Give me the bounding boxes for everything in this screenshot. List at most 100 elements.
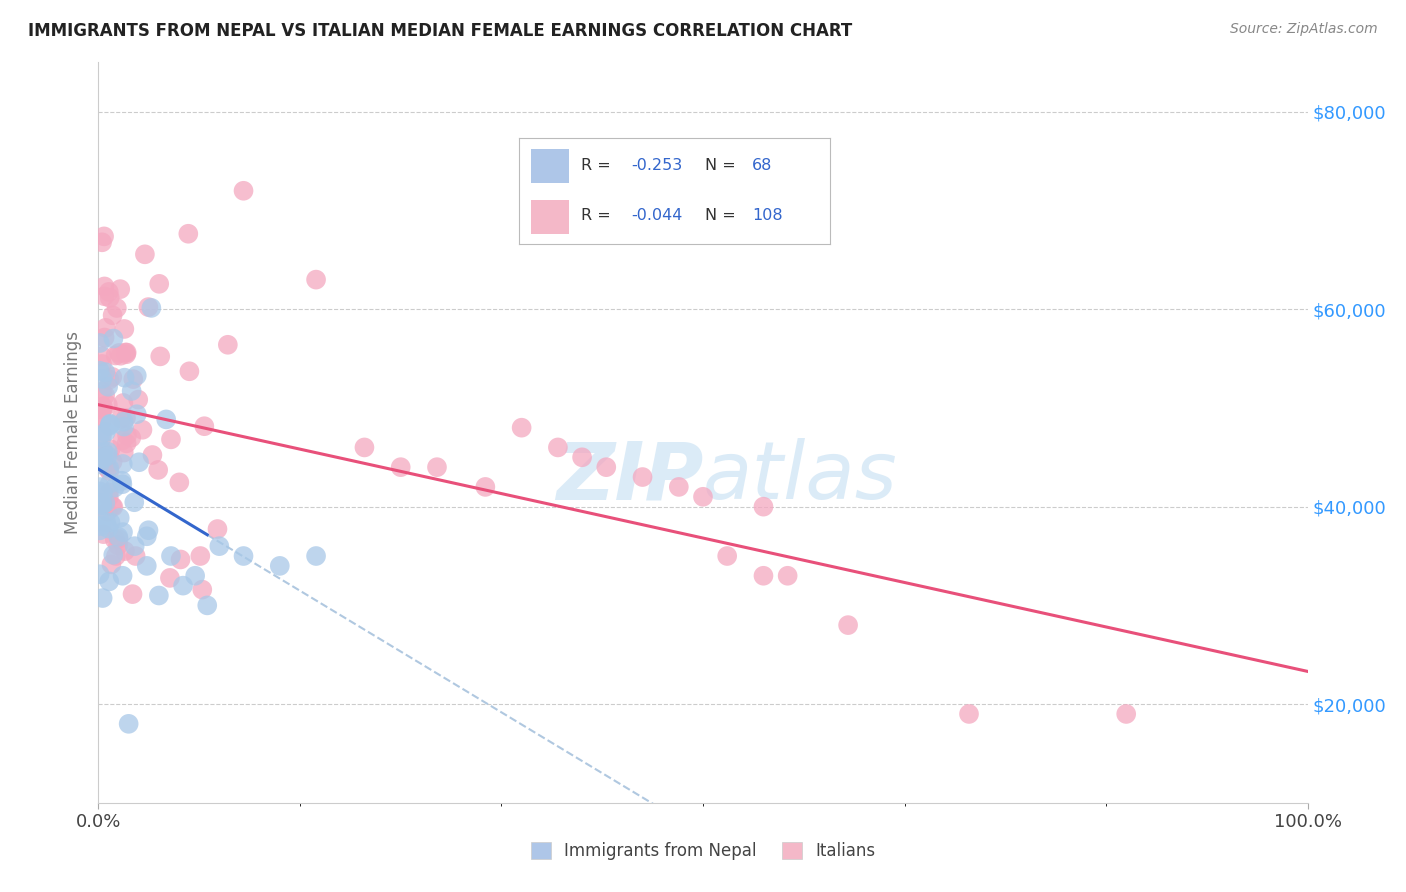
- Point: [752, 500, 775, 514]
- Point: [90, 498, 112, 512]
- Point: [96, 449, 118, 463]
- Point: [160, 549, 183, 563]
- Point: [120, 431, 142, 445]
- Point: [91, 235, 114, 250]
- Point: [98, 476, 121, 491]
- Point: [91, 410, 114, 425]
- Point: [188, 549, 211, 563]
- Point: [191, 582, 214, 597]
- Point: [111, 434, 134, 448]
- Point: [114, 370, 136, 384]
- Point: [107, 532, 129, 546]
- Point: [184, 568, 207, 582]
- Point: [101, 308, 124, 322]
- Point: [510, 420, 533, 434]
- Point: [155, 412, 177, 426]
- Point: [90, 430, 112, 444]
- Point: [104, 533, 127, 547]
- Point: [305, 549, 328, 563]
- Point: [100, 558, 122, 572]
- Point: [98, 373, 121, 387]
- Point: [135, 529, 157, 543]
- Point: [93, 330, 115, 344]
- Point: [353, 441, 375, 455]
- Point: [97, 398, 120, 412]
- Point: [111, 474, 134, 488]
- Point: [108, 511, 131, 525]
- Point: [101, 455, 124, 469]
- Point: [595, 460, 617, 475]
- Point: [93, 229, 115, 244]
- Point: [91, 384, 114, 399]
- Point: [269, 558, 291, 573]
- Point: [138, 523, 160, 537]
- Point: [112, 419, 135, 434]
- Point: [474, 480, 496, 494]
- Point: [104, 349, 127, 363]
- Point: [195, 599, 218, 613]
- Point: [96, 461, 118, 475]
- Point: [97, 380, 120, 394]
- Point: [118, 716, 141, 731]
- Point: [115, 347, 138, 361]
- Point: [148, 277, 170, 291]
- Point: [98, 417, 121, 431]
- FancyBboxPatch shape: [531, 149, 568, 183]
- Point: [91, 400, 114, 414]
- Point: [112, 396, 135, 410]
- Point: [90, 451, 112, 466]
- Point: [94, 425, 117, 439]
- Point: [115, 428, 138, 442]
- Point: [91, 452, 114, 467]
- Point: [91, 357, 114, 371]
- Point: [90, 519, 112, 533]
- Point: [98, 464, 121, 478]
- Point: [131, 423, 153, 437]
- Point: [115, 411, 138, 425]
- Point: [177, 227, 200, 241]
- Point: [104, 481, 127, 495]
- Point: [193, 419, 215, 434]
- Text: ZIP: ZIP: [555, 438, 703, 516]
- Point: [89, 513, 111, 527]
- Point: [105, 301, 128, 315]
- Point: [232, 549, 254, 563]
- Point: [97, 491, 120, 505]
- Point: [103, 500, 125, 514]
- Point: [128, 455, 150, 469]
- Text: N =: N =: [706, 208, 741, 223]
- Point: [169, 475, 191, 490]
- Point: [100, 442, 122, 457]
- Point: [89, 364, 111, 378]
- Point: [91, 498, 114, 512]
- Point: [122, 372, 145, 386]
- Point: [426, 460, 449, 475]
- Point: [98, 574, 121, 589]
- Point: [179, 364, 201, 378]
- Point: [101, 500, 124, 514]
- Text: -0.044: -0.044: [631, 208, 682, 223]
- Point: [114, 345, 136, 359]
- Point: [112, 445, 135, 459]
- Point: [776, 568, 799, 582]
- Point: [668, 480, 690, 494]
- Point: [124, 539, 146, 553]
- Text: R =: R =: [581, 158, 616, 172]
- Point: [94, 516, 117, 530]
- Y-axis label: Median Female Earnings: Median Female Earnings: [65, 331, 83, 534]
- Point: [98, 418, 121, 433]
- Point: [148, 589, 170, 603]
- Point: [107, 538, 129, 552]
- Point: [94, 321, 117, 335]
- Point: [141, 448, 163, 462]
- Point: [305, 272, 328, 286]
- Point: [97, 521, 120, 535]
- Point: [90, 496, 112, 510]
- Point: [207, 522, 229, 536]
- Point: [93, 279, 115, 293]
- Text: R =: R =: [581, 208, 616, 223]
- Point: [1115, 706, 1137, 721]
- Point: [91, 445, 114, 459]
- Point: [89, 480, 111, 494]
- Point: [91, 591, 114, 605]
